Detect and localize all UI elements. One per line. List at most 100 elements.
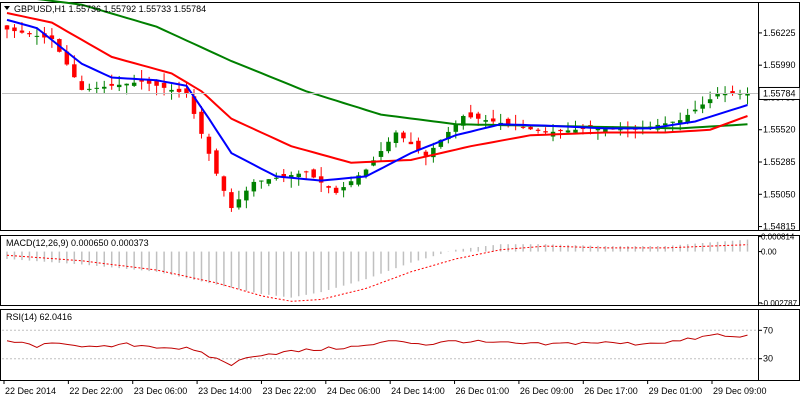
candle-body [87,88,92,90]
x-tick-label: 22 Dec 22:00 [69,386,123,396]
candle-body [348,181,354,186]
candle-body [535,129,541,131]
candle-body [371,160,376,166]
candle-body [333,187,339,193]
rsi-panel [0,309,800,381]
macd-tick-label: 0.00 [761,248,777,257]
macd-header: MACD(12,26,9) 0.000650 0.000373 [6,238,149,248]
candle-body [206,136,212,154]
macd-signal-line [6,244,748,302]
candle-body [154,80,159,86]
candle-body [303,171,309,173]
candle-body [378,151,384,157]
candle-body [191,96,197,114]
candle-body [34,35,40,37]
candle-body [109,83,114,86]
candle-body [401,132,406,139]
candle-body [715,94,720,97]
candle-body [131,82,137,86]
rsi-header: RSI(14) 62.0416 [6,312,72,322]
current-price-badge [758,86,800,100]
candle-body [453,123,459,132]
candle-body [266,179,272,184]
candle-body [12,27,17,32]
candle-body [4,25,10,30]
candle-body [737,93,743,95]
candle-body [176,88,182,92]
candle-body [124,83,129,86]
x-tick-label: 26 Dec 01:00 [456,386,510,396]
x-tick-label: 29 Dec 09:00 [713,386,767,396]
candle-body [64,51,70,65]
candle-body [438,139,444,147]
candle-body [229,192,234,209]
candle-body [94,87,100,89]
macd-panel [0,235,800,306]
candle-body [670,121,675,123]
x-tick-label: 24 Dec 14:00 [391,386,445,396]
candle-body [603,128,608,132]
candle-body [116,84,122,88]
price-tick-label: 1.55990 [763,60,796,70]
candle-body [662,123,668,126]
candle-body [423,151,429,156]
macd-tick-label: 0.000814 [761,233,795,242]
candle-body [101,86,107,89]
price-tick-label: 1.55285 [763,157,796,167]
candle-body [595,128,601,131]
price-tick-label: 1.54815 [763,222,796,232]
candle-body [528,126,533,130]
candle-body [745,93,750,96]
candle-body [169,89,174,92]
rsi-tick-label: 30 [763,354,773,364]
price-header: GBPUSD,H1 1.55736 1.55792 1.55733 1.5578… [14,4,206,14]
candle-body [236,199,242,208]
macd-tick-label: -0.002787 [761,299,798,308]
candle-body [184,88,189,95]
candle-body [281,174,287,177]
x-tick-label: 24 Dec 06:00 [327,386,381,396]
candle-body [707,99,713,104]
candle-body [79,81,85,90]
candle-body [618,129,623,131]
candle-body [19,30,25,33]
candle-body [214,150,219,174]
candle-body [42,33,47,38]
candle-body [573,129,578,133]
x-tick-label: 26 Dec 09:00 [520,386,574,396]
candle-body [251,181,257,192]
candle-body [221,176,227,191]
dropdown-arrow-icon[interactable] [4,6,10,10]
rsi-line [6,333,748,367]
x-tick-label: 26 Dec 17:00 [584,386,638,396]
candle-body [393,132,399,143]
ma-fast-line [6,18,748,182]
x-tick-label: 23 Dec 14:00 [198,386,252,396]
candle-body [408,141,414,145]
price-tick-label: 1.55520 [763,125,796,135]
ma-mid-line [6,12,748,164]
candle-body [490,118,496,122]
candle-body [700,104,705,109]
candle-body [446,131,451,140]
price-tick-label: 1.55050 [763,189,796,199]
candle-body [431,147,436,158]
candle-body [199,111,204,134]
candle-body [558,129,563,132]
candle-body [543,131,548,133]
candle-body [565,130,571,133]
candle-body [274,177,279,179]
candle-body [326,186,331,188]
rsi-tick-label: 70 [763,325,773,335]
candle-body [730,91,735,94]
x-tick-label: 29 Dec 01:00 [649,386,703,396]
candle-body [72,64,77,78]
candle-body [475,113,481,119]
ma-slow-line [36,0,748,130]
x-tick-label: 23 Dec 06:00 [134,386,188,396]
candle-body [483,120,488,122]
candle-body [146,79,152,84]
candle-body [685,114,690,122]
